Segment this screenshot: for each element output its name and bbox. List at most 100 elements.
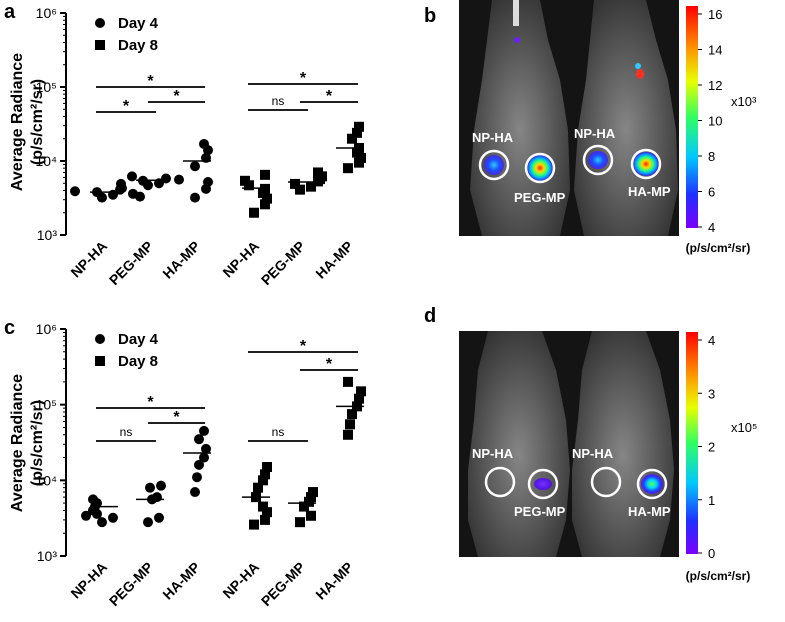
data-point	[199, 138, 209, 149]
significance-label: *	[326, 356, 333, 373]
significance-label: *	[147, 394, 154, 411]
colorbar-gradient	[686, 332, 698, 554]
signal-blob	[484, 155, 504, 175]
category-label: PEG-MP	[258, 238, 308, 288]
data-point	[290, 178, 300, 189]
data-point	[262, 193, 272, 204]
data-point	[199, 452, 209, 463]
y-tick-label: 10³	[37, 227, 58, 243]
y-tick-label: 10⁵	[36, 397, 57, 413]
roi-label: HA-MP	[628, 504, 671, 519]
image-panel-b: NP-HA PEG-MP NP-HA HA-MP	[459, 0, 679, 236]
data-point	[343, 376, 353, 387]
panel-letter-c: c	[4, 317, 15, 339]
significance-label: *	[173, 409, 180, 426]
data-point	[347, 409, 357, 420]
data-point	[308, 487, 318, 498]
colorbar-tick-label: 0	[708, 546, 715, 561]
colorbar-unit: (p/s/cm²/sr)	[686, 241, 751, 255]
colorbar-b: x10³ (p/s/cm²/sr) 4 6 8 10 12 14 16	[686, 6, 757, 255]
data-point	[145, 482, 155, 493]
category-label: NP-HA	[219, 238, 262, 281]
chart-a: Average Radiance (p/s/cm²/sr) 10³ 10⁴ 10⁵ 1…	[9, 5, 366, 288]
signal-spot	[636, 69, 644, 79]
legend-marker-circle	[95, 334, 105, 344]
significance-label: *	[123, 98, 130, 115]
data-point	[240, 175, 250, 186]
mouse-silhouette	[468, 331, 570, 557]
signal-blob	[588, 151, 608, 169]
category-label: PEG-MP	[106, 559, 156, 609]
data-point	[201, 443, 211, 454]
data-point	[260, 469, 270, 480]
colorbar-d: x10⁵ (p/s/cm²/sr) 0 1 2 3 4	[686, 332, 757, 583]
data-point	[343, 163, 353, 174]
colorbar-tick-label: 14	[708, 43, 722, 58]
colorbar-multiplier: x10⁵	[731, 420, 757, 435]
category-label: NP-HA	[67, 238, 110, 281]
data-point	[116, 178, 126, 189]
roi-circle	[630, 148, 662, 180]
y-tick-label: 10⁵	[36, 79, 57, 95]
data-point	[81, 510, 91, 521]
roi-circle	[527, 468, 559, 500]
data-point	[260, 183, 270, 194]
colorbar-multiplier: x10³	[731, 94, 757, 109]
legend-marker-circle	[95, 18, 105, 28]
roi-circle	[524, 152, 556, 184]
panel-letter-b: b	[424, 5, 436, 27]
roi-circle	[582, 144, 614, 176]
colorbar-tick-label: 10	[708, 114, 722, 129]
signal-blob	[534, 478, 552, 490]
data-point	[343, 429, 353, 440]
y-tick-label: 10⁴	[35, 153, 57, 169]
colorbar-gradient	[686, 6, 698, 228]
significance-label: ns	[272, 425, 285, 439]
colorbar-tick-label: 2	[708, 440, 715, 455]
significance-label: ns	[120, 425, 133, 439]
category-label: HA-MP	[159, 559, 203, 603]
colorbar-tick-label: 4	[708, 333, 715, 348]
signal-blob	[633, 152, 659, 176]
data-point	[190, 192, 200, 203]
data-point	[262, 507, 272, 518]
data-point	[190, 161, 200, 172]
y-tick-label: 10⁴	[35, 472, 57, 488]
data-point	[258, 501, 268, 512]
data-point	[295, 184, 305, 195]
data-point	[156, 480, 166, 491]
data-point	[127, 171, 137, 182]
data-point	[154, 512, 164, 523]
data-point	[135, 191, 145, 202]
colorbar-tick-label: 8	[708, 149, 715, 164]
data-point	[352, 127, 362, 138]
data-point	[108, 512, 118, 523]
colorbar-tick-label: 6	[708, 185, 715, 200]
roi-circle	[478, 149, 510, 181]
y-axis-unit-a: (p/s/cm²/sr)	[29, 79, 46, 165]
colorbar-tick-label: 4	[708, 220, 715, 235]
tail-highlight	[513, 0, 519, 26]
data-point	[262, 462, 272, 473]
category-label: HA-MP	[159, 238, 203, 282]
data-point	[295, 517, 305, 528]
mouse-silhouette	[572, 331, 674, 557]
significance-label: *	[173, 88, 180, 105]
data-point	[194, 434, 204, 445]
category-label: PEG-MP	[258, 559, 308, 609]
y-tick-label: 10³	[37, 548, 58, 564]
legend-label: Day 4	[118, 15, 159, 32]
data-point	[356, 386, 366, 397]
data-point	[143, 517, 153, 528]
legend-label: Day 8	[118, 37, 158, 54]
data-point	[253, 482, 263, 493]
chart-c: Average Radiance (p/s/cm²/sr) 10³ 10⁴ 10⁵ 1…	[9, 321, 366, 609]
legend-marker-square	[95, 356, 105, 366]
significance-label: *	[326, 88, 333, 105]
roi-circle	[636, 468, 668, 500]
panel-letter-d: d	[424, 305, 436, 327]
data-point	[306, 492, 316, 503]
panel-letter-a: a	[4, 1, 16, 23]
roi-label: PEG-MP	[514, 504, 566, 519]
data-point	[347, 133, 357, 144]
